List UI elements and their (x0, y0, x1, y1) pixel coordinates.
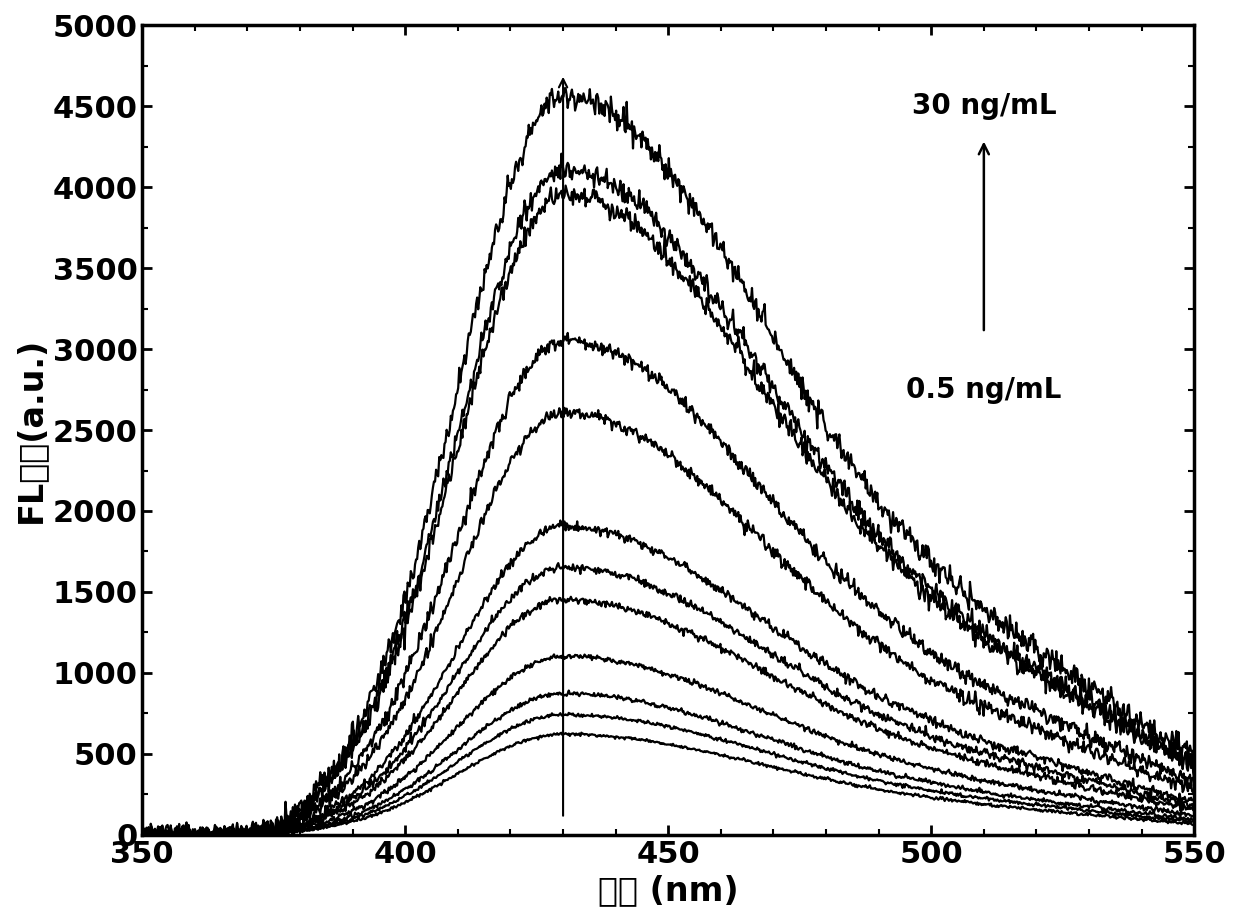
Y-axis label: FL强度(a.u.): FL强度(a.u.) (14, 337, 47, 523)
Text: 30 ng/mL: 30 ng/mL (911, 92, 1056, 121)
Text: 0.5 ng/mL: 0.5 ng/mL (906, 376, 1061, 403)
X-axis label: 波长 (nm): 波长 (nm) (598, 874, 739, 907)
